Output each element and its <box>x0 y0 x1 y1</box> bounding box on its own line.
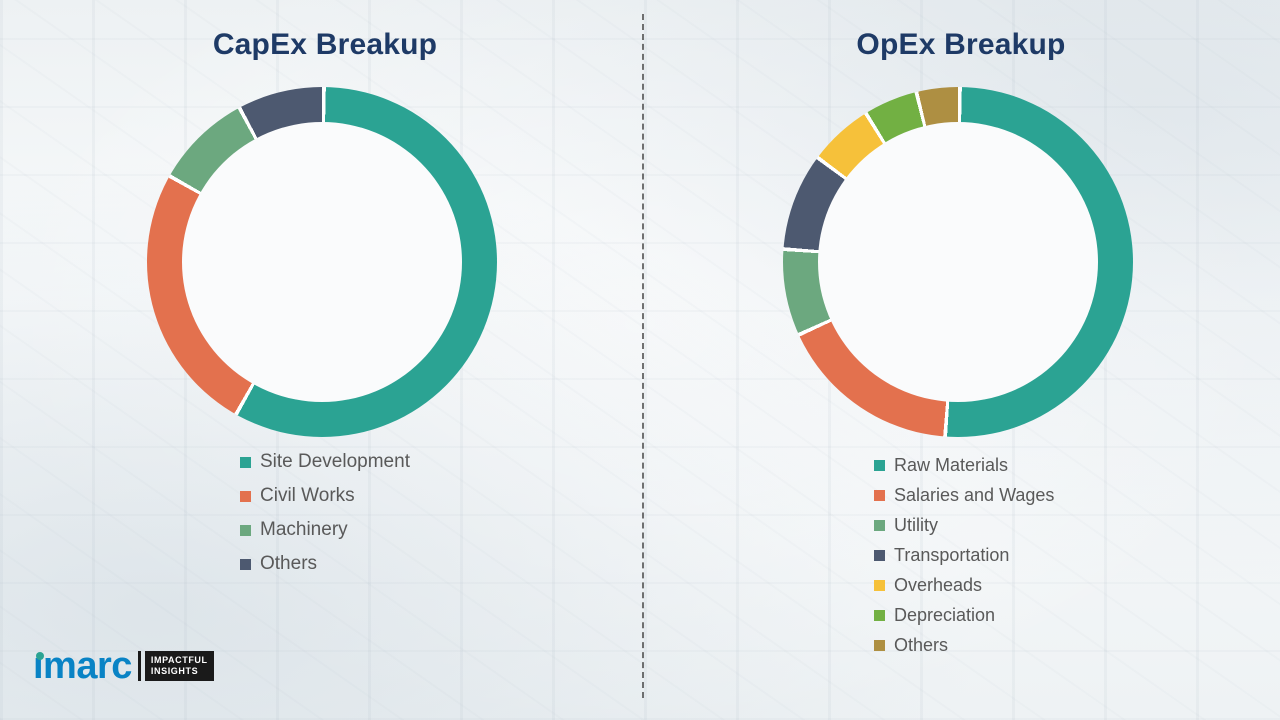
legend-label: Others <box>894 635 949 655</box>
imarc-logo: ımarc IMPACTFUL INSIGHTS <box>33 644 214 688</box>
legend-item: Site Development <box>240 452 410 472</box>
capex-chart-title: CapEx Breakup <box>212 28 438 61</box>
opex-chart-title: OpEx Breakup <box>856 28 1066 61</box>
legend-swatch <box>240 558 251 570</box>
legend-swatch <box>874 609 885 621</box>
legend-swatch <box>240 456 251 468</box>
opex-donut-hole <box>818 122 1098 402</box>
legend-label: Depreciation <box>894 605 996 625</box>
legend-swatch <box>874 519 885 531</box>
imarc-wordmark: ımarc <box>33 647 132 685</box>
legend-item: Depreciation <box>874 605 1054 625</box>
legend-label: Salaries and Wages <box>894 485 1055 505</box>
legend-label: Civil Works <box>260 485 355 506</box>
legend-label: Overheads <box>894 575 983 595</box>
legend-swatch <box>240 524 251 536</box>
legend-swatch <box>874 579 885 591</box>
dashed-divider <box>642 14 644 698</box>
tagline-bottom: INSIGHTS <box>150 666 199 676</box>
legend-item: Civil Works <box>240 486 410 506</box>
legend-item: Utility <box>874 515 1054 535</box>
logo-separator <box>137 651 141 681</box>
legend-label: Utility <box>894 515 938 535</box>
capex-legend: Site Development Civil Works Machinery Othe… <box>240 452 410 574</box>
legend-swatch <box>874 459 885 471</box>
imarc-dot-icon <box>36 652 44 660</box>
legend-swatch <box>874 549 885 561</box>
legend-item: Machinery <box>240 520 410 540</box>
capex-donut-hole <box>182 122 462 402</box>
opex-donut-chart <box>783 87 1133 437</box>
legend-label: Site Development <box>260 451 410 472</box>
imarc-brand-text: ımarc <box>33 645 132 687</box>
legend-swatch <box>874 489 885 501</box>
tagline-top: IMPACTFUL <box>150 655 208 665</box>
legend-swatch <box>874 639 885 651</box>
legend-item: Overheads <box>874 575 1054 595</box>
legend-label: Machinery <box>260 519 348 540</box>
legend-item: Others <box>874 635 1054 655</box>
legend-label: Raw Materials <box>894 455 1009 475</box>
capex-donut-chart <box>147 87 497 437</box>
capex-chart-section: CapEx Breakup Site Development Civil Work… <box>120 20 530 574</box>
legend-label: Others <box>260 553 318 574</box>
legend-item: Salaries and Wages <box>874 485 1054 505</box>
opex-chart-section: OpEx Breakup Raw Materials Salaries and W… <box>756 20 1166 655</box>
legend-label: Transportation <box>894 545 1010 565</box>
legend-item: Raw Materials <box>874 455 1054 475</box>
opex-legend: Raw Materials Salaries and Wages Utility Tr… <box>874 455 1054 655</box>
legend-item: Others <box>240 554 410 574</box>
legend-swatch <box>240 490 251 502</box>
legend-item: Transportation <box>874 545 1054 565</box>
logo-tagline: IMPACTFUL INSIGHTS <box>144 651 214 681</box>
